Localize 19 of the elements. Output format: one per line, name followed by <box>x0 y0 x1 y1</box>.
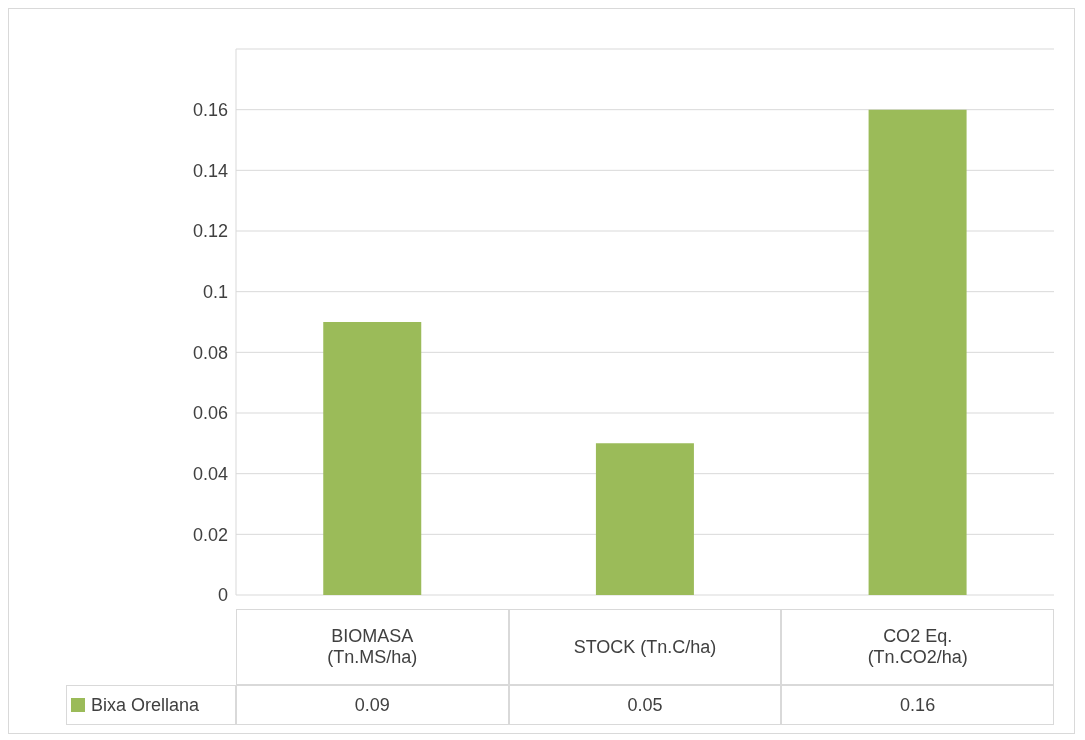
y-tick-label: 0.06 <box>192 403 228 424</box>
y-tick-label: 0.02 <box>192 524 228 545</box>
y-tick-label: 0.04 <box>192 464 228 485</box>
bar <box>868 109 967 595</box>
x-tick-label: CO2 Eq. (Tn.CO2/ha) <box>781 609 1054 685</box>
y-tick-label: 0.1 <box>202 282 228 303</box>
y-tick-label: 0.14 <box>192 160 228 181</box>
legend-label: Bixa Orellana <box>66 685 236 725</box>
y-tick-label: 0 <box>217 585 228 606</box>
x-tick-label: BIOMASA (Tn.MS/ha) <box>236 609 509 685</box>
data-label: 0.05 <box>508 685 782 725</box>
x-tick-label: STOCK (Tn.C/ha) <box>508 609 782 685</box>
data-label: 0.16 <box>781 685 1054 725</box>
y-tick-label: 0.12 <box>192 221 228 242</box>
bar <box>595 443 694 595</box>
y-tick-label: 0.08 <box>192 342 228 363</box>
data-label: 0.09 <box>236 685 509 725</box>
bar <box>323 322 422 595</box>
y-tick-label: 0.16 <box>192 100 228 121</box>
